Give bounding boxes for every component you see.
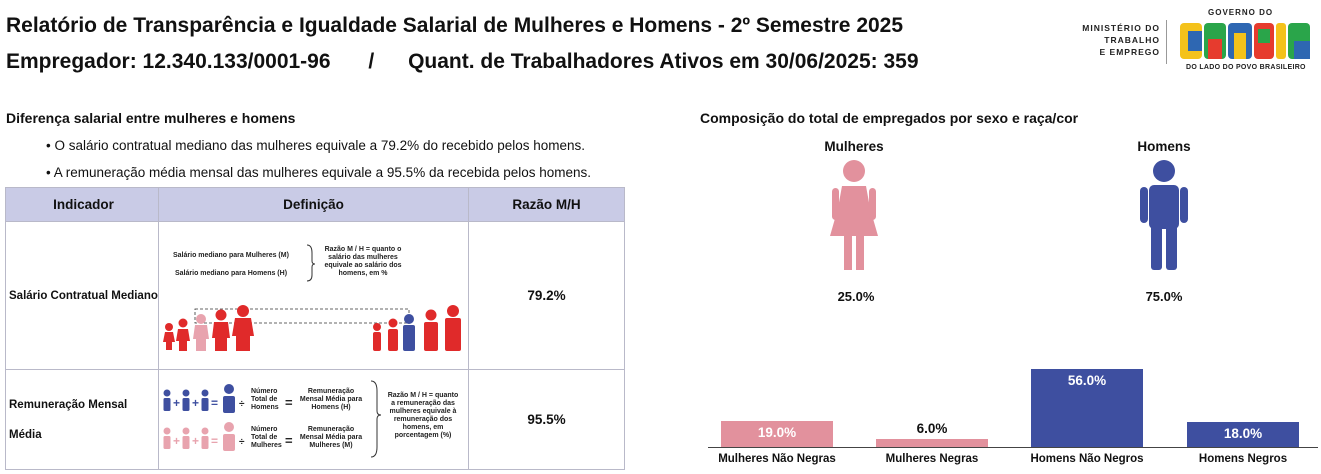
table-row: Salário Contratual Mediano Salário media… xyxy=(5,221,625,370)
svg-text:+: + xyxy=(173,434,180,448)
average-pay-illustration: + + = ÷ Número Total de Homens = Remuner… xyxy=(163,380,459,457)
bar-3 xyxy=(1031,369,1143,447)
brace-icon xyxy=(306,244,316,281)
svg-text:=: = xyxy=(285,433,293,448)
svg-text:Total de: Total de xyxy=(251,434,277,441)
header-indicator: Indicador xyxy=(5,187,159,222)
svg-text:equivale ao salário dos: equivale ao salário dos xyxy=(324,262,401,269)
women-pct: 25.0% xyxy=(837,289,875,304)
salary-bullet-1: • O salário contratual mediano das mulhe… xyxy=(46,138,586,153)
women-group-icon xyxy=(163,304,254,351)
ministry-name: MINISTÉRIO DO TRABALHO E EMPREGO xyxy=(1082,23,1160,57)
bar-value-label: 19.0% xyxy=(757,425,797,440)
svg-text:a remuneração das: a remuneração das xyxy=(391,400,455,407)
header-definition: Definição xyxy=(158,187,469,222)
salary-bullet-2: • A remuneração média mensal das mulhere… xyxy=(46,165,592,180)
bar-category-label: Homens Negros xyxy=(1198,453,1288,465)
svg-text:porcentagem (%): porcentagem (%) xyxy=(395,432,452,439)
svg-text:Razão M / H = quanto: Razão M / H = quanto xyxy=(388,392,459,399)
svg-text:Mulheres (M): Mulheres (M) xyxy=(309,442,352,449)
svg-text:homens, em %: homens, em % xyxy=(338,270,388,277)
brasil-logo-mark xyxy=(1180,23,1310,59)
woman-icon xyxy=(830,160,878,270)
men-group-icon xyxy=(373,304,461,351)
svg-text:+: + xyxy=(192,396,199,410)
bar-4 xyxy=(1187,422,1299,447)
svg-text:=: = xyxy=(211,434,218,448)
def-median-men: Salário mediano para Homens (H) xyxy=(175,270,287,277)
svg-text:Mensal Média para: Mensal Média para xyxy=(300,434,362,441)
svg-text:÷: ÷ xyxy=(239,399,245,410)
bar-2 xyxy=(876,439,988,447)
men-sum-icon: + + = ÷ xyxy=(163,383,245,413)
indicator-name: Salário Contratual Mediano xyxy=(5,221,159,370)
bar-category-label: Homens Não Negros xyxy=(1030,453,1144,465)
logo-tagline: DO LADO DO POVO BRASILEIRO xyxy=(1186,64,1306,71)
svg-text:Mensal Média para: Mensal Média para xyxy=(300,396,362,403)
separator: / xyxy=(368,50,375,73)
svg-text:Número: Número xyxy=(251,388,277,395)
indicator-table: Indicador Definição Razão M/H Salário Co… xyxy=(5,187,625,470)
svg-text:+: + xyxy=(192,434,199,448)
svg-text:=: = xyxy=(285,395,293,410)
definition-median-salary: Salário mediano para Mulheres (M) Salári… xyxy=(158,221,469,370)
men-pct: 75.0% xyxy=(1145,289,1183,304)
bar-category-label: Mulheres Não Negras xyxy=(718,453,836,465)
median-salary-illustration: Salário mediano para Mulheres (M) Salári… xyxy=(163,244,461,351)
bar-value-label: 56.0% xyxy=(1067,373,1107,388)
bar-1 xyxy=(721,421,833,447)
def-median-women: Salário mediano para Mulheres (M) xyxy=(173,252,289,259)
brace-icon xyxy=(370,380,382,457)
bar-category-label: Mulheres Negras xyxy=(885,453,979,465)
government-logo: MINISTÉRIO DO TRABALHO E EMPREGO GOVERNO… xyxy=(1060,6,1315,76)
svg-text:Mulheres: Mulheres xyxy=(251,442,282,449)
definition-average-pay: + + = ÷ Número Total de Homens = Remuner… xyxy=(158,369,469,470)
svg-text:Número: Número xyxy=(251,426,277,433)
header-ratio: Razão M/H xyxy=(468,187,625,222)
svg-text:mulheres equivale à: mulheres equivale à xyxy=(390,408,457,415)
bar-value-label: 6.0% xyxy=(916,421,948,436)
ratio-median-salary: 79.2% xyxy=(468,221,625,370)
bar-value-label: 18.0% xyxy=(1223,426,1263,441)
svg-text:Homens: Homens xyxy=(251,404,279,411)
svg-text:Remuneração: Remuneração xyxy=(308,388,354,395)
gov-label: GOVERNO DO xyxy=(1208,8,1274,17)
employer-id: Empregador: 12.340.133/0001-96 xyxy=(6,50,331,73)
svg-text:remuneração dos: remuneração dos xyxy=(394,416,452,423)
man-icon xyxy=(1140,160,1188,270)
svg-text:Remuneração: Remuneração xyxy=(308,426,354,433)
workers-count: Quant. de Trabalhadores Ativos em 30/06/… xyxy=(408,50,919,73)
svg-text:Total de: Total de xyxy=(251,396,277,403)
women-sum-icon: + + = ÷ xyxy=(163,421,245,451)
employer-line: Empregador: 12.340.133/0001-96 / Quant. … xyxy=(6,50,919,74)
report-title: Relatório de Transparência e Igualdade S… xyxy=(6,14,904,37)
svg-text:Homens (H): Homens (H) xyxy=(311,404,350,411)
svg-text:+: + xyxy=(173,396,180,410)
men-label: Homens xyxy=(1137,139,1191,154)
median-range-box xyxy=(194,308,410,323)
svg-text:Razão M / H = quanto o: Razão M / H = quanto o xyxy=(325,246,402,253)
table-row: Remuneração Mensal Média + + = ÷ Número … xyxy=(5,369,625,470)
svg-text:salário das mulheres: salário das mulheres xyxy=(328,254,398,261)
svg-text:÷: ÷ xyxy=(239,437,245,448)
indicator-name: Remuneração Mensal Média xyxy=(5,369,159,470)
composition-section-title: Composição do total de empregados por se… xyxy=(700,110,1079,126)
logo-divider xyxy=(1166,20,1167,64)
ratio-average-pay: 95.5% xyxy=(468,369,625,470)
svg-text:homens, em: homens, em xyxy=(403,424,444,431)
chart-baseline xyxy=(708,447,1318,448)
salary-section-title: Diferença salarial entre mulheres e home… xyxy=(6,110,296,126)
women-label: Mulheres xyxy=(824,139,884,154)
svg-text:=: = xyxy=(211,396,218,410)
